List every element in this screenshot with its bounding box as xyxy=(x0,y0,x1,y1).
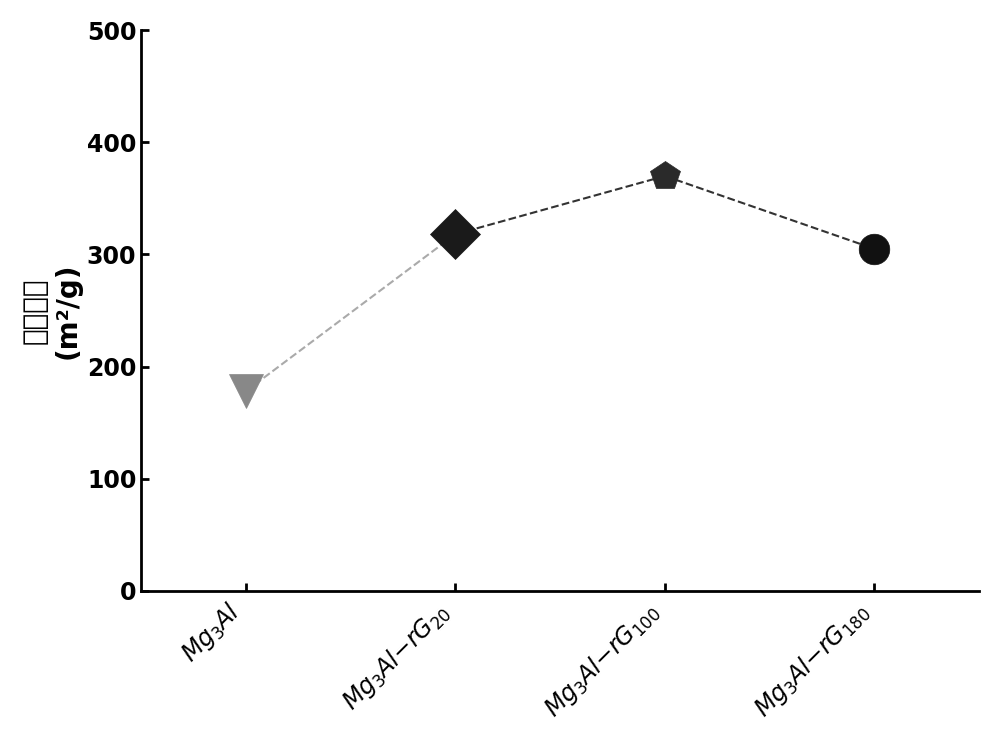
Y-axis label: 比表面积
(m²/g): 比表面积 (m²/g) xyxy=(21,262,81,359)
